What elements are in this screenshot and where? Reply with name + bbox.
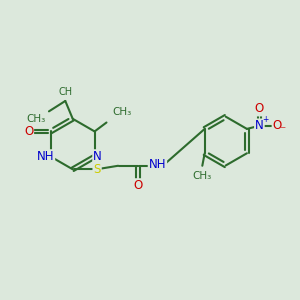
Text: CH₃: CH₃ <box>193 171 212 181</box>
Text: NH: NH <box>37 150 54 163</box>
Text: S: S <box>93 163 101 176</box>
Text: N: N <box>255 119 264 132</box>
Text: CH₃: CH₃ <box>26 114 45 124</box>
Text: O: O <box>255 103 264 116</box>
Text: O: O <box>134 179 143 192</box>
Text: N: N <box>93 150 102 163</box>
Text: CH₃: CH₃ <box>112 107 132 118</box>
Text: NH: NH <box>149 158 166 171</box>
Text: O: O <box>24 125 33 138</box>
Text: CH: CH <box>58 87 72 98</box>
Text: ⁻: ⁻ <box>279 124 285 137</box>
Text: +: + <box>262 116 268 124</box>
Text: O: O <box>273 119 282 132</box>
